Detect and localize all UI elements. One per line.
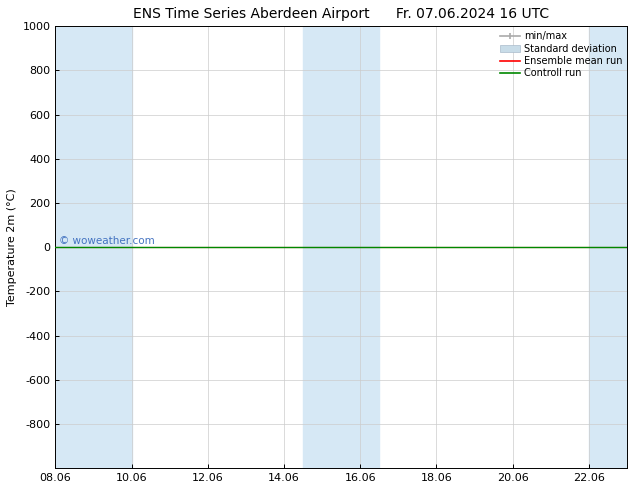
Y-axis label: Temperature 2m (°C): Temperature 2m (°C)	[7, 188, 17, 306]
Bar	[341, 26, 379, 468]
Bar	[303, 26, 341, 468]
Bar	[93, 26, 132, 468]
Legend: min/max, Standard deviation, Ensemble mean run, Controll run: min/max, Standard deviation, Ensemble me…	[498, 29, 624, 80]
Bar	[589, 26, 627, 468]
Title: ENS Time Series Aberdeen Airport      Fr. 07.06.2024 16 UTC: ENS Time Series Aberdeen Airport Fr. 07.…	[133, 7, 549, 21]
Text: © woweather.com: © woweather.com	[59, 236, 155, 246]
Bar	[55, 26, 93, 468]
